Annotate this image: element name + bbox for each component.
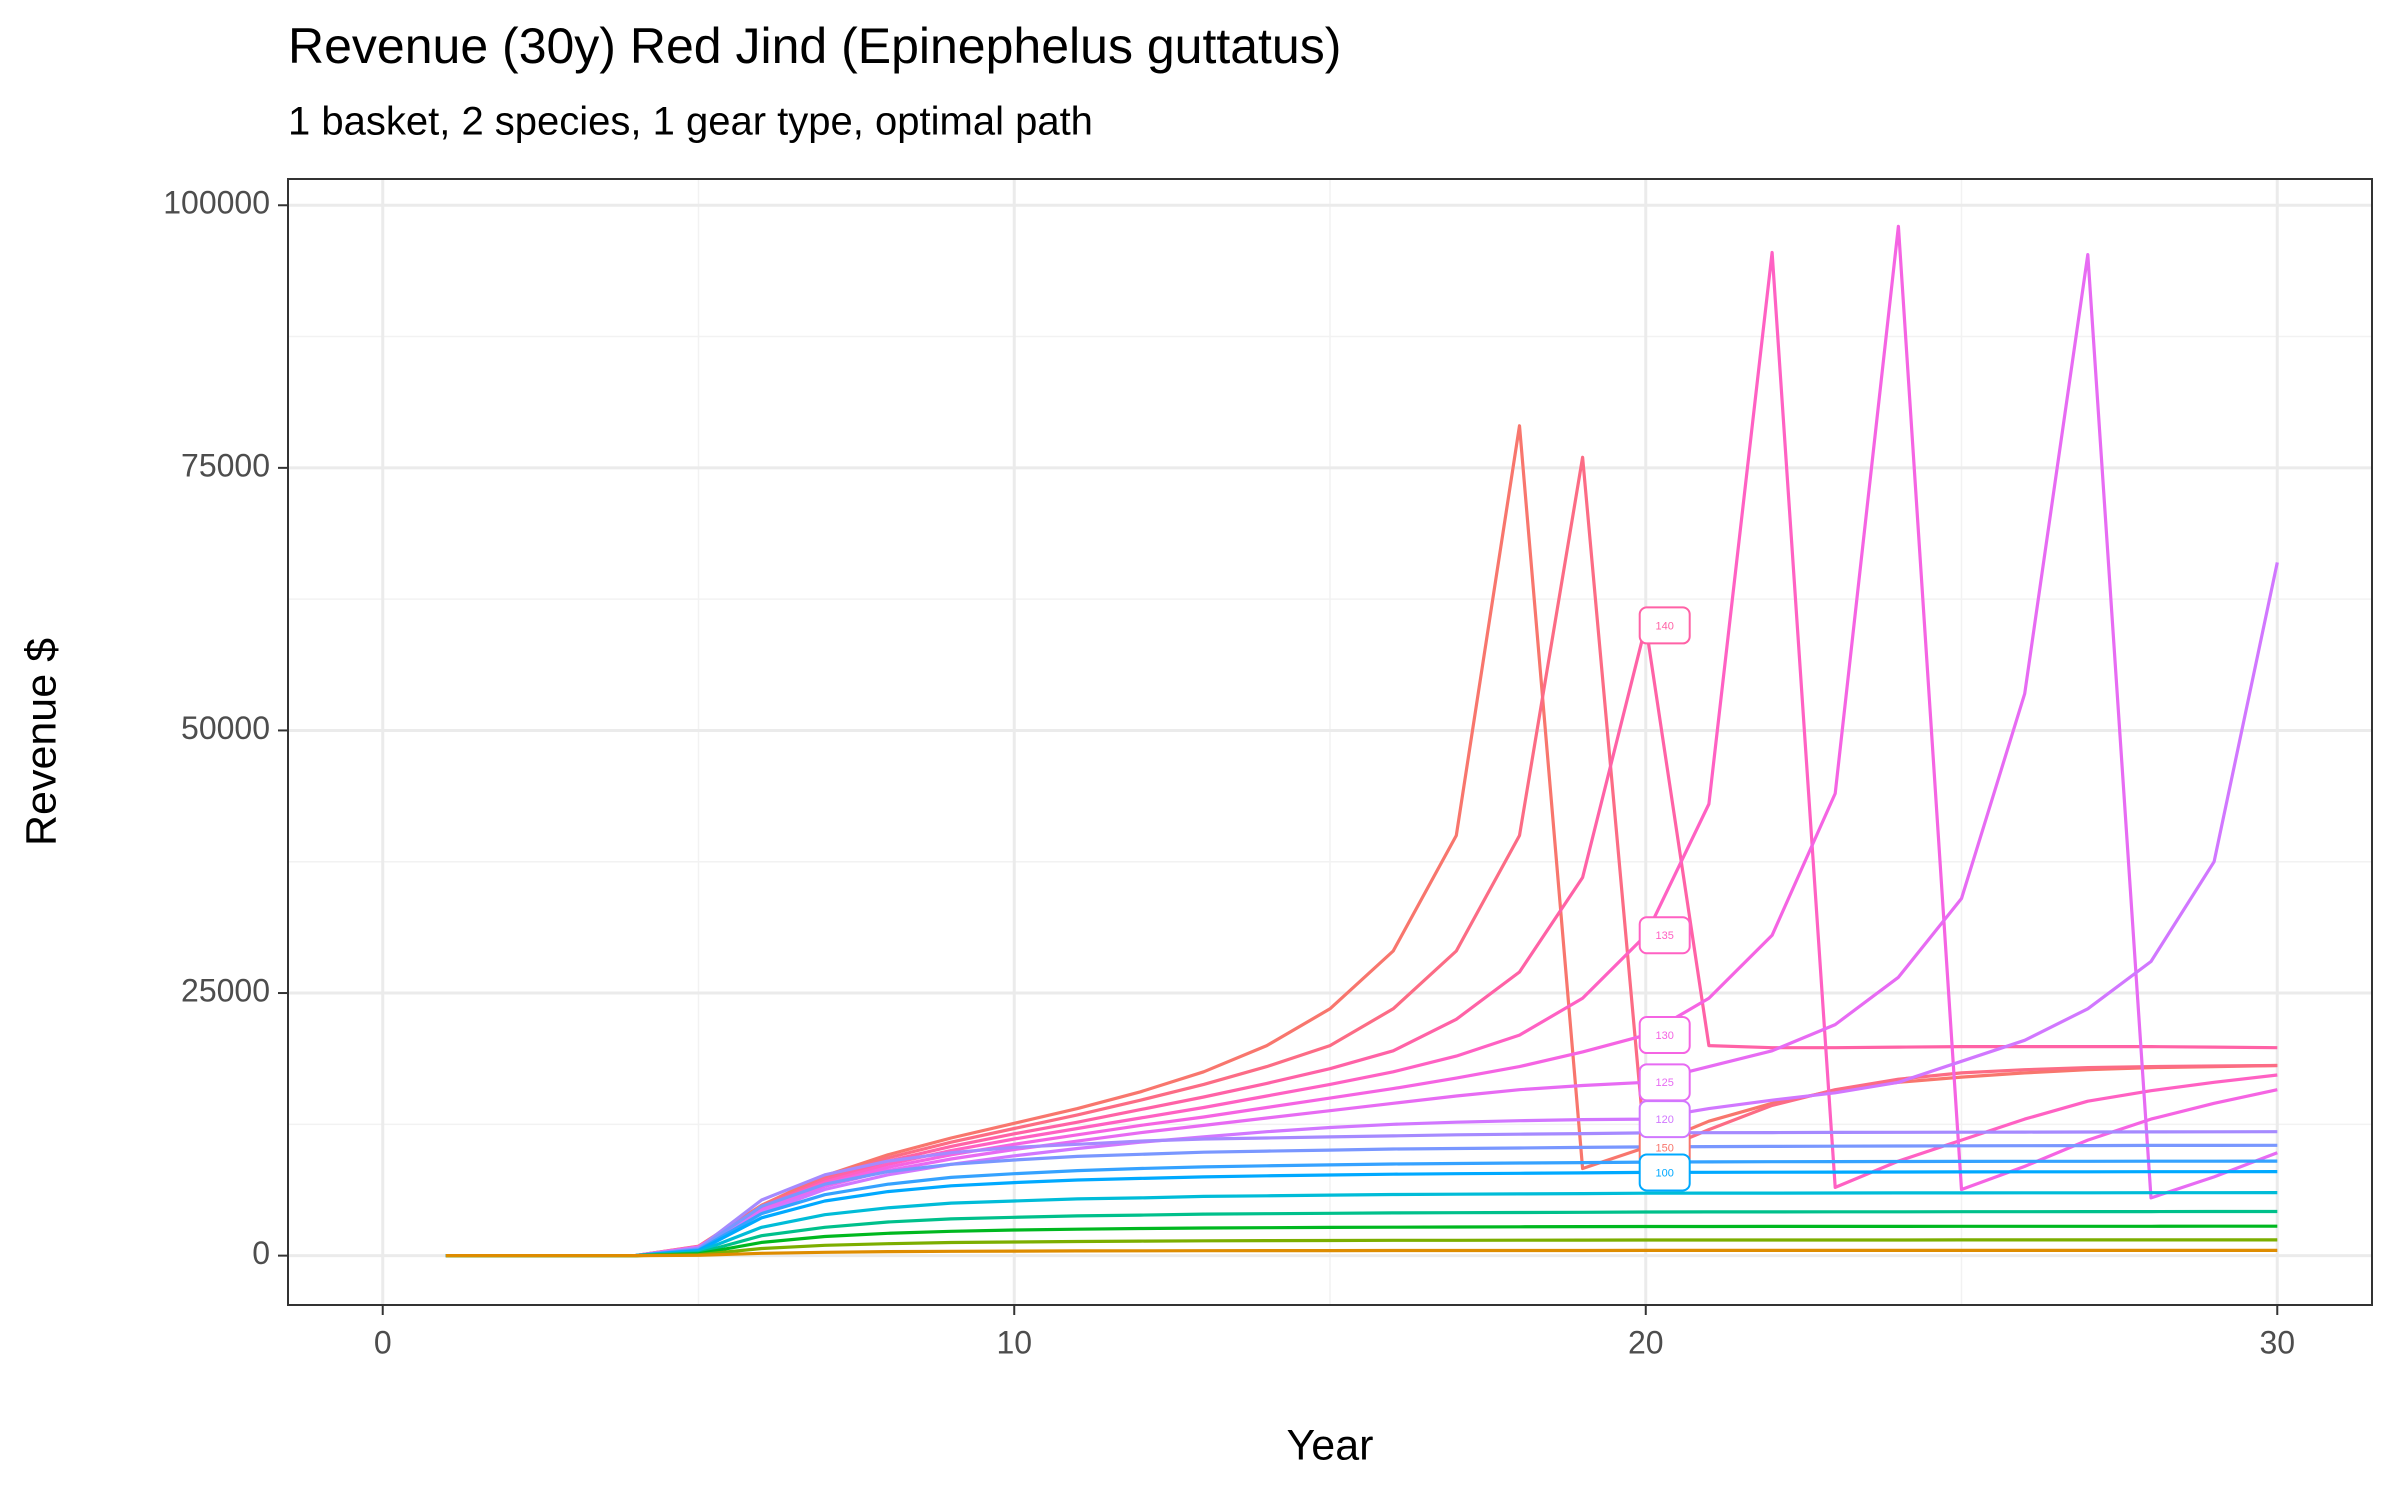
line-label-text: 125 — [1656, 1077, 1674, 1089]
line-label: 100 — [1638, 1153, 1691, 1192]
line-label-box — [1638, 1100, 1691, 1139]
y-tick-label: 100000 — [163, 185, 270, 221]
series-line — [445, 1159, 2278, 1258]
line-label-text: 140 — [1656, 620, 1674, 632]
line-label: 130 — [1638, 1016, 1691, 1055]
y-tick-label: 0 — [252, 1235, 270, 1271]
chart-title: Revenue (30y) Red Jind (Epinephelus gutt… — [288, 18, 1341, 74]
x-tick-label: 30 — [2259, 1324, 2295, 1360]
line-label-text: 120 — [1656, 1114, 1674, 1126]
y-tick-label: 50000 — [181, 710, 270, 746]
panel-border — [287, 178, 2373, 1306]
line-label-text: 100 — [1656, 1167, 1674, 1179]
grid — [288, 179, 2372, 1305]
x-tick-label: 20 — [1628, 1324, 1664, 1360]
line-label-box — [1638, 606, 1691, 645]
y-tick-label: 75000 — [181, 447, 270, 483]
lines — [445, 224, 2279, 1258]
chart-subtitle: 1 basket, 2 species, 1 gear type, optima… — [288, 100, 1093, 144]
axes: 0 25000 50000 75000 100000 0 10 20 30 — [163, 185, 2295, 1361]
line-label: 135 — [1638, 916, 1691, 955]
series-line — [445, 1238, 2278, 1258]
series-line — [445, 1209, 2278, 1258]
line-label-text: 130 — [1656, 1030, 1674, 1042]
line-label-box — [1638, 916, 1691, 955]
y-tick-label: 25000 — [181, 972, 270, 1008]
y-axis-title: Revenue $ — [17, 638, 65, 846]
line-label: 120 — [1638, 1100, 1691, 1139]
x-tick-label: 10 — [996, 1324, 1032, 1360]
line-label-text: 135 — [1656, 930, 1674, 942]
line-label: 140 — [1638, 606, 1691, 645]
series-line — [445, 1191, 2278, 1258]
series-line — [445, 1224, 2278, 1258]
series-line — [445, 1170, 2278, 1258]
series-line — [445, 1143, 2278, 1258]
line-label-box — [1638, 1153, 1691, 1192]
series-line — [445, 1248, 2278, 1258]
x-tick-label: 0 — [374, 1324, 392, 1360]
x-axis-title: Year — [1287, 1421, 1374, 1469]
line-label: 125 — [1638, 1063, 1691, 1102]
line-labels: 150 140 135 130 125 120 100 — [1638, 606, 1691, 1192]
line-label-box — [1638, 1016, 1691, 1055]
line-label-text: 150 — [1656, 1142, 1674, 1154]
series-line — [445, 1130, 2278, 1258]
